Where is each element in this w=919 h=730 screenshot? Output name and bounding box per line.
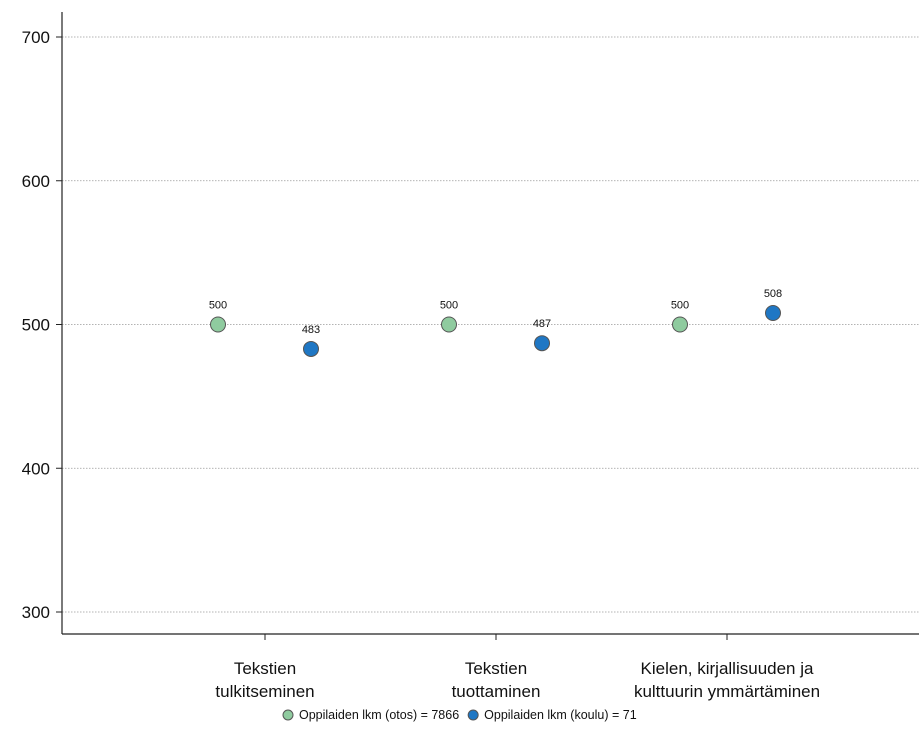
y-tick-label: 600: [22, 172, 50, 191]
y-tick-label: 300: [22, 603, 50, 622]
x-category-label: Tekstien: [234, 659, 296, 678]
y-axis-ticks: 300 400 500 600 700: [22, 28, 62, 622]
legend-label: Oppilaiden lkm (otos) = 7866: [299, 708, 459, 722]
x-category-label: kulttuurin ymmärtäminen: [634, 682, 820, 701]
y-tick-label: 500: [22, 316, 50, 335]
gridlines: [62, 36, 919, 613]
legend-marker: [282, 709, 294, 721]
data-points: 500 500 500 483 487 508: [209, 288, 782, 357]
y-tick-label: 400: [22, 459, 50, 478]
x-category-label: Kielen, kirjallisuuden ja: [641, 659, 814, 678]
data-label: 508: [764, 288, 782, 300]
data-point: [765, 305, 781, 321]
data-label: 500: [671, 300, 689, 312]
data-point: [210, 316, 226, 333]
data-point: [672, 316, 688, 333]
x-category-label: tuottaminen: [452, 682, 541, 701]
x-category-label: tulkitseminen: [215, 682, 314, 701]
y-tick-label: 700: [22, 28, 50, 47]
data-label: 483: [302, 324, 320, 336]
data-point: [534, 335, 550, 352]
legend-label: Oppilaiden lkm (koulu) = 71: [484, 708, 637, 722]
data-label: 500: [209, 300, 227, 312]
axes: [61, 12, 919, 635]
legend: Oppilaiden lkm (otos) = 7866 Oppilaiden l…: [282, 708, 637, 722]
x-category-label: Tekstien: [465, 659, 527, 678]
data-label: 500: [440, 300, 458, 312]
data-point: [441, 316, 457, 333]
legend-marker: [467, 709, 479, 721]
x-axis-categories: Tekstien tulkitseminen Tekstien tuottaminen…: [215, 634, 820, 701]
data-point: [303, 340, 319, 357]
data-label: 487: [533, 318, 551, 330]
